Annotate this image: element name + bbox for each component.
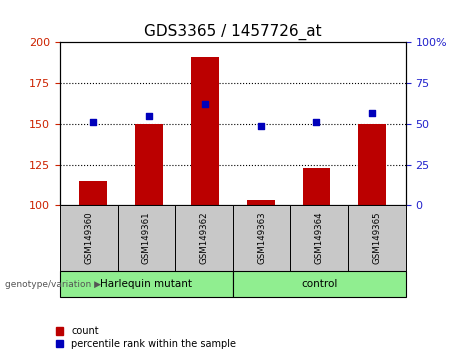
Point	[368, 110, 376, 115]
Text: GSM149361: GSM149361	[142, 212, 151, 264]
Bar	[302, 168, 331, 205]
Bar	[191, 57, 219, 205]
Title: GDS3365 / 1457726_at: GDS3365 / 1457726_at	[144, 23, 322, 40]
Point	[146, 113, 153, 119]
Text: Harlequin mutant: Harlequin mutant	[100, 279, 192, 289]
Text: GSM149363: GSM149363	[257, 212, 266, 264]
Point	[201, 102, 209, 107]
Text: GSM149365: GSM149365	[372, 212, 381, 264]
Bar	[79, 181, 107, 205]
Text: GSM149364: GSM149364	[315, 212, 324, 264]
Bar	[358, 124, 386, 205]
Text: GSM149362: GSM149362	[200, 212, 208, 264]
Text: GSM149360: GSM149360	[84, 212, 93, 264]
Bar	[135, 124, 163, 205]
Text: control: control	[301, 279, 337, 289]
Point	[313, 119, 320, 125]
Text: genotype/variation ▶: genotype/variation ▶	[5, 280, 100, 289]
Point	[90, 119, 97, 125]
Bar	[247, 200, 275, 205]
Legend: count, percentile rank within the sample: count, percentile rank within the sample	[56, 326, 236, 349]
Point	[257, 123, 264, 129]
